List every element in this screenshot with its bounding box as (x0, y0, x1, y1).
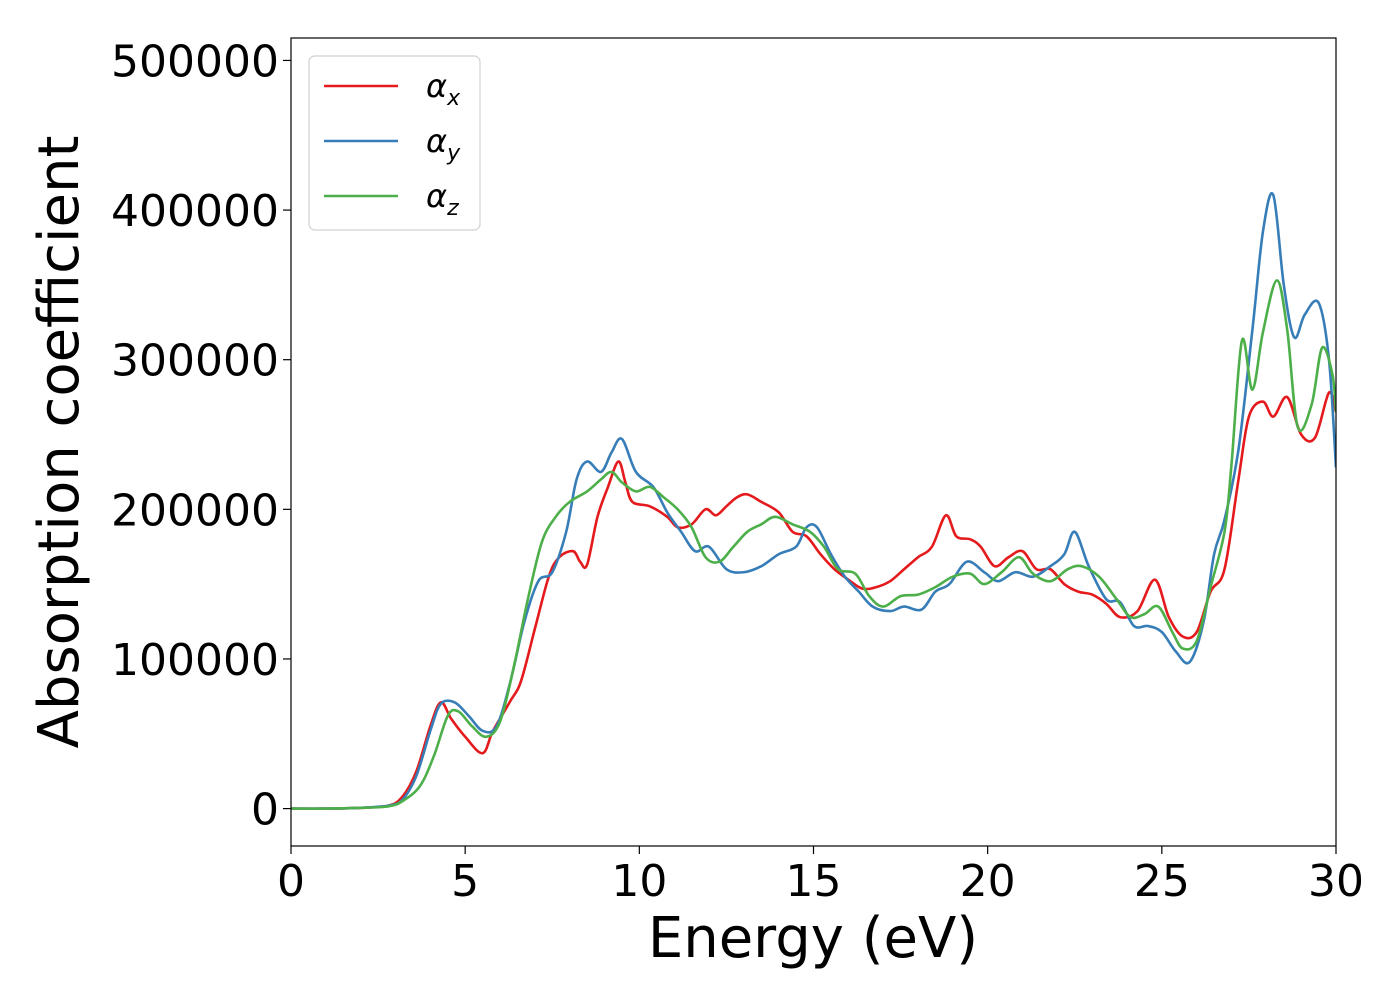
x-tick-label: 5 (451, 856, 479, 907)
series-line-x (291, 390, 1336, 810)
legend-box (308, 55, 481, 231)
x-tick-label: 10 (611, 856, 667, 907)
series-line-z (291, 279, 1336, 810)
y-tick-label: 500000 (111, 36, 279, 87)
legend: αx αy αz (308, 55, 481, 231)
x-tick-label: 15 (786, 856, 842, 907)
y-tick-label: 400000 (111, 186, 279, 237)
x-tick-label: 25 (1134, 856, 1190, 907)
y-tick-label: 0 (251, 785, 279, 836)
x-axis-title: Energy (eV) (648, 906, 978, 971)
x-axis-ticks: 0 5 10 15 20 25 30 (277, 846, 1364, 907)
series-layer (291, 191, 1336, 810)
y-tick-label: 200000 (111, 485, 279, 536)
y-tick-label: 300000 (111, 336, 279, 387)
legend-label-x: αx (426, 67, 461, 111)
legend-label-y: αy (426, 122, 461, 166)
y-axis-title: Absorption coefficient (27, 136, 92, 749)
x-tick-label: 0 (277, 856, 305, 907)
x-tick-label: 20 (960, 856, 1016, 907)
x-tick-label: 30 (1308, 856, 1364, 907)
y-axis-ticks: 0 100000 200000 300000 400000 500000 (111, 36, 291, 836)
y-tick-label: 100000 (111, 635, 279, 686)
legend-label-z: αz (426, 177, 459, 221)
